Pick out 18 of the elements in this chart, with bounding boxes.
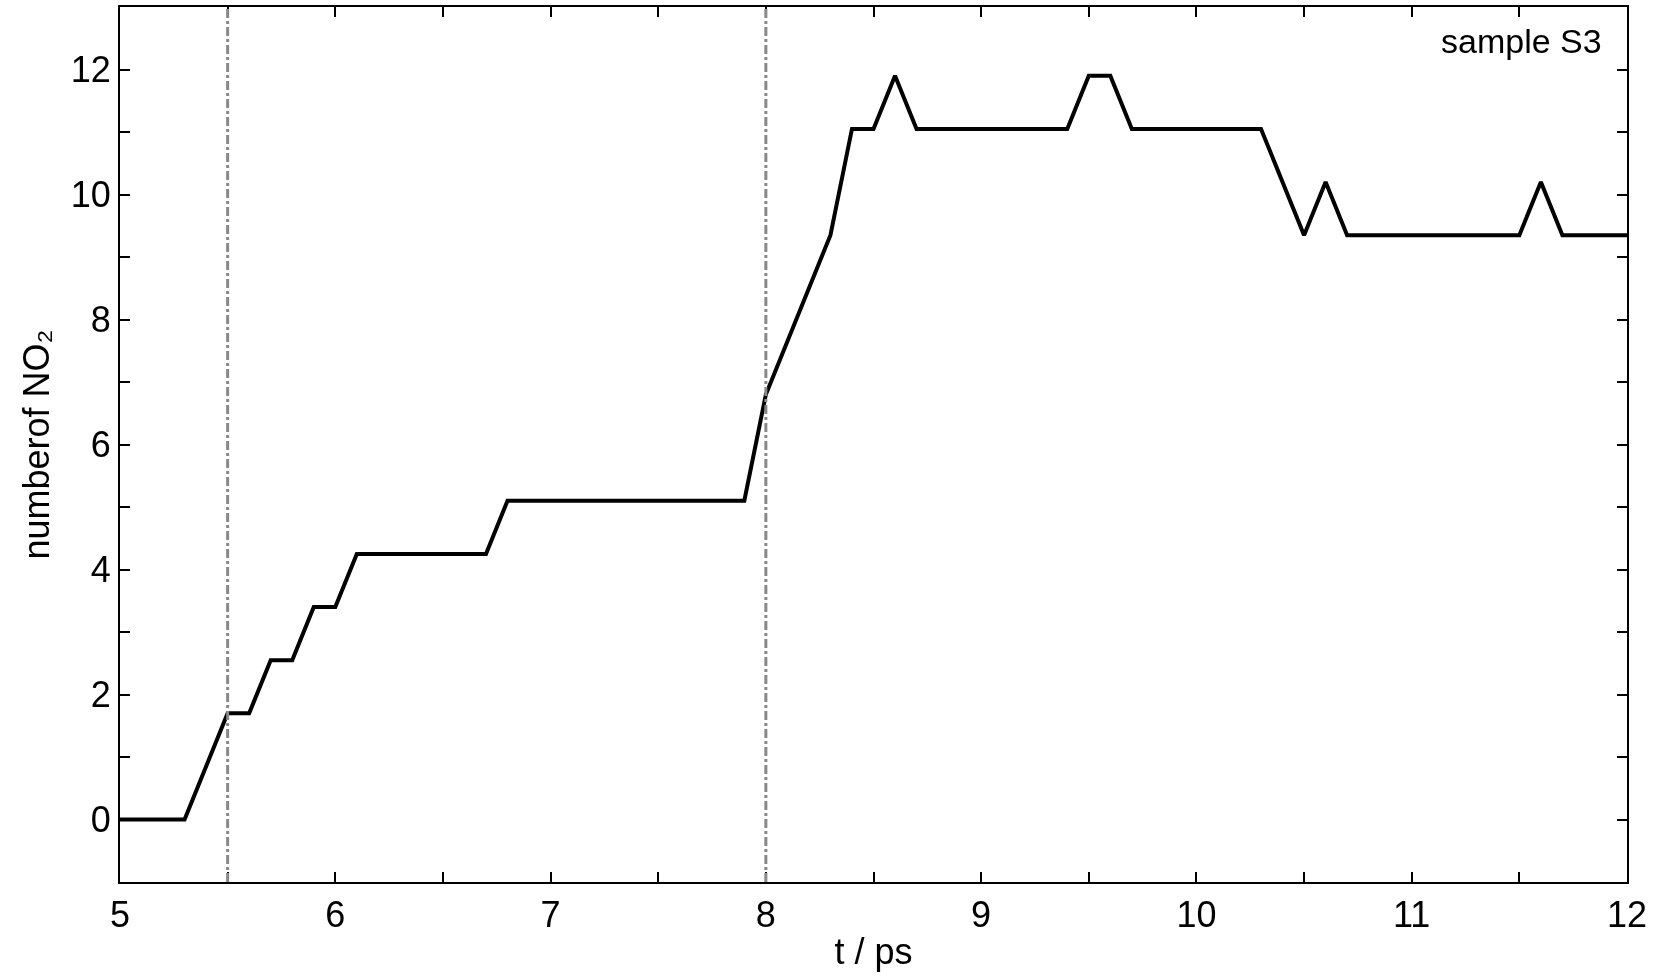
- x-tick-label: 7: [540, 894, 561, 936]
- x-tick-label: 12: [1606, 894, 1648, 936]
- x-tick-label: 9: [971, 894, 992, 936]
- y-axis-title: numberof NO₂: [16, 329, 58, 560]
- y-tick-label: 2: [90, 674, 111, 716]
- x-tick-label: 6: [325, 894, 346, 936]
- annotation: sample S3: [1441, 22, 1602, 60]
- y-tick-label: 6: [90, 424, 111, 466]
- y-tick-label: 4: [90, 549, 111, 591]
- y-tick-label: 10: [70, 174, 111, 216]
- y-tick-label: 8: [90, 299, 111, 341]
- x-tick-label: 10: [1176, 894, 1217, 936]
- x-axis-title: t / ps: [834, 931, 913, 973]
- y-tick-label: 12: [70, 49, 111, 91]
- y-tick-label: 0: [90, 799, 111, 841]
- x-tick-label: 11: [1393, 894, 1431, 936]
- x-tick-label: 8: [755, 894, 776, 936]
- x-tick-label: 5: [109, 894, 131, 936]
